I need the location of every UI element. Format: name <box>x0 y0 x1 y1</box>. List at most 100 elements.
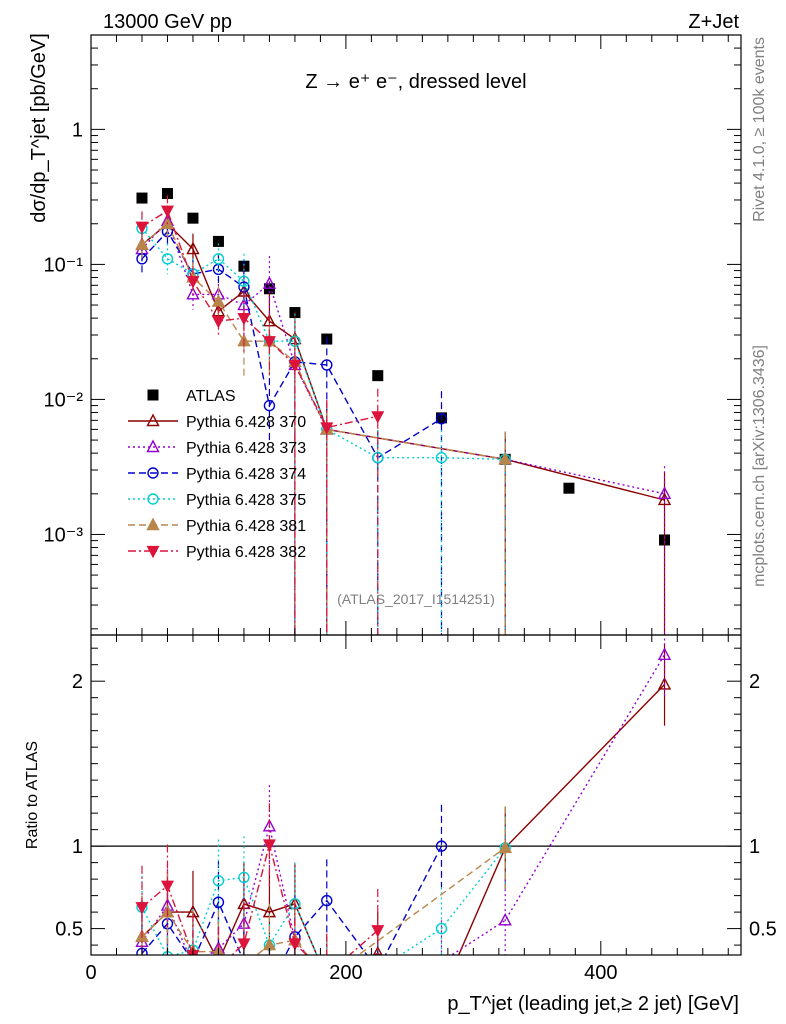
legend-marker <box>146 439 160 453</box>
xtick-label: 400 <box>584 962 617 984</box>
ratio-ytick-label: 2 <box>72 671 83 693</box>
legend-entry-374: Pythia 6.428 374 <box>128 466 306 483</box>
ratio-point-382 <box>371 925 385 938</box>
ratio-frame <box>90 634 742 956</box>
ratio-line-370 <box>141 684 666 955</box>
legend-label: Pythia 6.428 375 <box>186 492 306 509</box>
legend: ATLAS Pythia 6.428 370 Pythia 6.428 373 Pyt… <box>128 388 306 561</box>
ratio-ytick-label-right: 2 <box>749 671 760 693</box>
ratio-point-382 <box>213 964 224 975</box>
legend-label: Pythia 6.428 370 <box>186 414 306 431</box>
ratio-point-374 <box>373 965 383 975</box>
legend-entry-atlas: ATLAS <box>147 388 236 405</box>
main-point-375 <box>238 275 250 287</box>
main-point-375 <box>372 452 384 464</box>
xlabel: p_T^jet (leading jet,≥ 2 jet) [GeV] <box>447 993 739 1015</box>
main-point-atlas <box>212 235 224 247</box>
main-point-atlas <box>563 482 575 494</box>
main-point-374 <box>435 412 448 425</box>
source-label: mcplots.cern.ch [arXiv:1306.3436] <box>751 345 768 587</box>
main-point-382 <box>135 221 149 235</box>
main-point-373 <box>186 286 200 300</box>
ratio-point-375 <box>435 922 448 935</box>
ratio-series-374 <box>136 804 448 975</box>
ratio-point-373 <box>657 647 672 660</box>
main-point-370 <box>211 303 226 317</box>
ratio-point-375 <box>373 965 383 975</box>
energy-label: 13000 GeV pp <box>103 11 232 33</box>
main-point-382 <box>262 336 276 349</box>
main-point-370 <box>657 492 672 506</box>
main-point-373 <box>262 276 277 289</box>
ratio-series-373 <box>135 635 672 1000</box>
main-point-atlas <box>136 192 148 204</box>
legend-entry-381: Pythia 6.428 381 <box>128 517 306 535</box>
main-ytick-label: 10⁻¹ <box>44 254 84 276</box>
main-line-373 <box>141 219 665 495</box>
ratio-ytick-label-right: 1 <box>749 836 760 858</box>
legend-label: Pythia 6.428 381 <box>186 518 306 535</box>
legend-marker <box>146 413 160 427</box>
main-point-373 <box>657 486 672 499</box>
main-ylabel: dσ/dp_T^jet [pb/GeV] <box>28 33 50 223</box>
ratio-point-373 <box>372 989 383 1000</box>
legend-marker <box>147 493 159 505</box>
ratio-line-373 <box>141 654 666 955</box>
legend-marker <box>146 517 160 531</box>
ratio-ytick-label-right: 0.5 <box>749 919 777 941</box>
main-ytick-label: 10⁻³ <box>44 524 84 546</box>
main-series-382 <box>135 195 385 635</box>
ratio-series-382 <box>135 803 385 975</box>
legend-label: Pythia 6.428 374 <box>186 466 306 483</box>
ratio-point-374 <box>321 894 333 907</box>
main-point-382 <box>288 359 302 373</box>
rivet-label: Rivet 4.1.0, ≥ 100k events <box>751 37 768 222</box>
process-label: Z+Jet <box>688 11 739 33</box>
main-point-atlas <box>161 188 173 200</box>
ratio-ytick-label: 1 <box>72 836 83 858</box>
ratio-point-382 <box>135 902 149 915</box>
ratio-point-382 <box>237 938 251 951</box>
main-point-375 <box>161 253 174 265</box>
main-point-374 <box>321 359 333 371</box>
ratio-plot-area <box>91 635 741 1000</box>
legend-marker <box>147 467 159 479</box>
main-ytick-label: 10⁻² <box>44 389 84 411</box>
legend-entry-373: Pythia 6.428 373 <box>128 439 306 457</box>
main-point-382 <box>186 276 200 289</box>
main-point-370 <box>186 241 200 255</box>
ratio-point-370 <box>436 989 447 1000</box>
legend-label: ATLAS <box>186 388 236 405</box>
main-line-382 <box>141 209 378 429</box>
main-point-375 <box>212 253 225 265</box>
ratio-axes: 0.5 0.5 1 1 2 2 0 200 400 <box>55 635 777 984</box>
ratio-point-375 <box>238 871 250 884</box>
main-line-375 <box>141 227 506 460</box>
main-point-atlas <box>187 212 199 224</box>
main-point-382 <box>237 313 251 326</box>
main-point-atlas <box>372 370 384 382</box>
ratio-point-382 <box>160 880 174 894</box>
main-point-382 <box>160 205 174 218</box>
main-axes: 10⁻³ 10⁻² 10⁻¹ 1 <box>44 34 741 635</box>
legend-entry-382: Pythia 6.428 382 <box>128 544 306 561</box>
ratio-point-382 <box>262 839 276 852</box>
xtick-label: 200 <box>329 962 362 984</box>
main-point-375 <box>435 452 448 464</box>
ratio-point-375 <box>212 875 225 887</box>
analysis-label: (ATLAS_2017_I1514251) <box>337 591 495 607</box>
ratio-point-374 <box>212 896 225 908</box>
ratio-point-381 <box>238 959 249 970</box>
main-point-382 <box>211 316 225 329</box>
ratio-line-374 <box>141 845 443 955</box>
main-ytick-label: 1 <box>72 119 83 141</box>
ratio-ylabel: Ratio to ATLAS <box>24 741 41 849</box>
ratio-point-373 <box>498 912 512 926</box>
main-plot-area <box>135 188 672 635</box>
main-point-381 <box>498 451 512 465</box>
ratio-point-373 <box>187 959 198 970</box>
ratio-point-382 <box>288 938 302 951</box>
main-point-374 <box>263 399 276 412</box>
xtick-label: 0 <box>85 962 96 984</box>
